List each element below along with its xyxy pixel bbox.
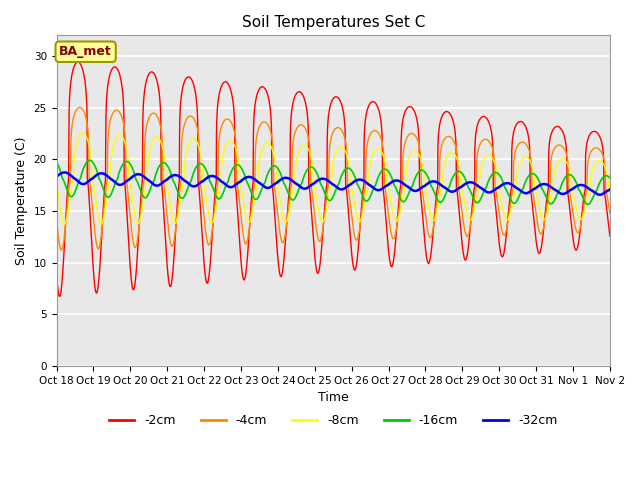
-4cm bbox=[52, 216, 60, 221]
-2cm bbox=[362, 115, 369, 120]
-32cm bbox=[61, 169, 68, 175]
-32cm bbox=[606, 187, 614, 192]
Line: -8cm: -8cm bbox=[56, 133, 610, 224]
-8cm bbox=[557, 156, 565, 162]
-8cm bbox=[60, 221, 68, 227]
-16cm bbox=[494, 171, 502, 177]
-2cm bbox=[207, 245, 215, 251]
-16cm bbox=[606, 175, 614, 181]
-4cm bbox=[76, 105, 83, 110]
Line: -16cm: -16cm bbox=[56, 160, 610, 204]
-8cm bbox=[362, 194, 369, 200]
-4cm bbox=[362, 182, 369, 188]
Line: -2cm: -2cm bbox=[56, 62, 610, 297]
-16cm bbox=[207, 180, 215, 186]
-4cm bbox=[557, 143, 565, 149]
-8cm bbox=[207, 220, 215, 226]
-8cm bbox=[79, 130, 86, 136]
-4cm bbox=[495, 205, 502, 211]
-16cm bbox=[86, 157, 93, 163]
-16cm bbox=[349, 170, 357, 176]
-32cm bbox=[52, 174, 60, 180]
-2cm bbox=[495, 233, 502, 239]
Y-axis label: Soil Temperature (C): Soil Temperature (C) bbox=[15, 136, 28, 265]
-2cm bbox=[573, 246, 580, 252]
-8cm bbox=[573, 207, 580, 213]
-4cm bbox=[207, 234, 215, 240]
-32cm bbox=[349, 180, 357, 185]
-2cm bbox=[557, 127, 565, 132]
Line: -32cm: -32cm bbox=[56, 172, 610, 195]
-4cm bbox=[573, 229, 580, 235]
-32cm bbox=[362, 179, 369, 185]
-2cm bbox=[56, 294, 63, 300]
-16cm bbox=[584, 202, 592, 207]
-2cm bbox=[606, 233, 614, 239]
-2cm bbox=[52, 271, 60, 276]
X-axis label: Time: Time bbox=[318, 391, 349, 404]
Title: Soil Temperatures Set C: Soil Temperatures Set C bbox=[241, 15, 425, 30]
-16cm bbox=[557, 182, 565, 188]
-32cm bbox=[596, 192, 604, 198]
-32cm bbox=[494, 185, 502, 191]
-32cm bbox=[207, 173, 215, 179]
-8cm bbox=[606, 191, 614, 197]
Text: BA_met: BA_met bbox=[60, 45, 112, 58]
Line: -4cm: -4cm bbox=[56, 108, 610, 250]
-4cm bbox=[606, 211, 614, 216]
-32cm bbox=[573, 183, 580, 189]
-16cm bbox=[52, 159, 60, 165]
-8cm bbox=[52, 180, 60, 186]
Legend: -2cm, -4cm, -8cm, -16cm, -32cm: -2cm, -4cm, -8cm, -16cm, -32cm bbox=[104, 409, 563, 432]
-16cm bbox=[362, 198, 369, 204]
-4cm bbox=[58, 247, 65, 253]
-8cm bbox=[350, 197, 358, 203]
-2cm bbox=[74, 59, 82, 65]
-32cm bbox=[557, 191, 565, 197]
-2cm bbox=[350, 265, 358, 271]
-8cm bbox=[495, 186, 502, 192]
-16cm bbox=[573, 180, 580, 186]
-4cm bbox=[350, 228, 358, 233]
